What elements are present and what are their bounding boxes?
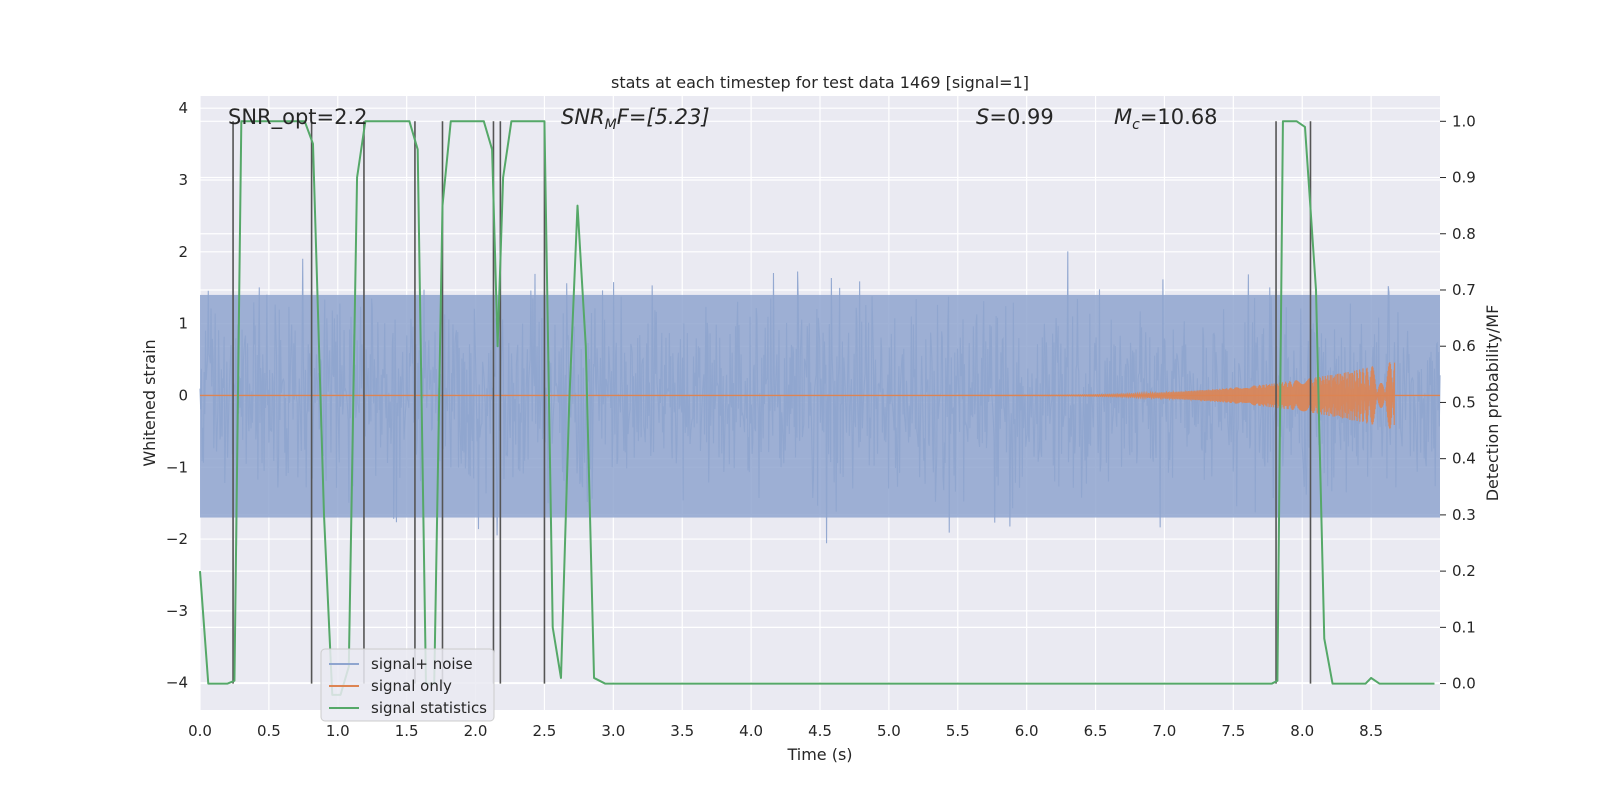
y-right-tick-label-0: 1.0 xyxy=(1452,112,1476,130)
x-axis-label: Time (s) xyxy=(786,745,852,764)
signal-only-series xyxy=(200,362,1440,429)
x-tick-label-12: 6.0 xyxy=(1015,722,1039,740)
x-tick-label-6: 3.0 xyxy=(601,722,625,740)
annotation-snr-mf-rest: F=[5.23] xyxy=(617,105,710,129)
y-axis-right-ticks: 1.0 0.9 0.8 0.7 0.6 0.5 0.4 0.3 0.2 0.1 0.0 xyxy=(1440,112,1476,693)
x-tick-label-8: 4.0 xyxy=(739,722,763,740)
x-tick-label-13: 6.5 xyxy=(1084,722,1108,740)
x-tick-label-14: 7.0 xyxy=(1153,722,1177,740)
y-right-tick-label-2: 0.8 xyxy=(1452,225,1476,243)
x-tick-label-16: 8.0 xyxy=(1290,722,1314,740)
x-tick-label-10: 5.0 xyxy=(877,722,901,740)
y-right-tick-label-10: 0.0 xyxy=(1452,675,1476,693)
legend-label-signal-only: signal only xyxy=(371,677,452,695)
signal-statistics-line xyxy=(199,120,1435,696)
y-left-tick-label-0: 4 xyxy=(178,99,188,117)
y-right-tick-label-1: 0.9 xyxy=(1452,169,1476,187)
annotation-snr-mf: SNRMF=[5.23] xyxy=(561,105,710,133)
x-tick-label-2: 1.0 xyxy=(326,722,350,740)
chart-title: stats at each timestep for test data 146… xyxy=(611,73,1029,92)
y-left-tick-label-3: 1 xyxy=(178,315,188,333)
annotation-s: S=0.99 xyxy=(976,105,1054,129)
signal-only-chirp xyxy=(957,362,1396,429)
annotation-mc-value: =10.68 xyxy=(1140,105,1218,129)
x-tick-label-7: 3.5 xyxy=(670,722,694,740)
y-left-tick-label-1: 3 xyxy=(178,171,188,189)
y-left-tick-label-6: −2 xyxy=(166,530,188,548)
x-tick-label-0: 0.0 xyxy=(188,722,212,740)
signal-statistics-series xyxy=(199,120,1435,696)
y-right-tick-label-5: 0.5 xyxy=(1452,393,1476,411)
y-left-tick-label-4: 0 xyxy=(178,386,188,404)
y-right-tick-label-8: 0.2 xyxy=(1452,562,1476,580)
x-tick-label-4: 2.0 xyxy=(464,722,488,740)
y-left-tick-label-8: −4 xyxy=(166,674,188,692)
y-right-tick-label-9: 0.1 xyxy=(1452,618,1476,636)
vertical-marker-lines xyxy=(232,121,1312,684)
legend-box xyxy=(320,648,495,722)
y-right-tick-label-3: 0.7 xyxy=(1452,281,1476,299)
annotation-mc-name: M xyxy=(1114,105,1132,129)
legend-label-signal-statistics: signal statistics xyxy=(371,699,487,717)
y-right-tick-label-4: 0.6 xyxy=(1452,337,1476,355)
annotation-snr-mf-subscript: M xyxy=(605,117,617,133)
x-tick-label-11: 5.5 xyxy=(946,722,970,740)
x-tick-label-5: 2.5 xyxy=(533,722,557,740)
annotation-mc-subscript: c xyxy=(1132,117,1140,133)
x-tick-label-3: 1.5 xyxy=(395,722,419,740)
y-left-tick-label-5: −1 xyxy=(166,458,188,476)
x-tick-label-9: 4.5 xyxy=(808,722,832,740)
y-axis-left-ticks: 4 3 2 1 0 −1 −2 −3 −4 xyxy=(166,99,188,692)
legend-label-signal-noise: signal+ noise xyxy=(371,655,473,673)
y-left-tick-label-7: −3 xyxy=(166,602,188,620)
annotation-snr-mf-name: SNR xyxy=(561,105,605,129)
annotation-snr-opt: SNR_opt=2.2 xyxy=(228,105,368,130)
annotation-s-name: S xyxy=(976,105,989,129)
y-right-tick-label-7: 0.3 xyxy=(1452,506,1476,524)
x-tick-label-1: 0.5 xyxy=(257,722,281,740)
x-axis-ticks: 0.0 0.5 1.0 1.5 2.0 2.5 3.0 3.5 4.0 4.5 5.0 5.5 6.0 6… xyxy=(188,722,1383,740)
signal-noise-line xyxy=(199,251,1441,546)
x-tick-label-17: 8.5 xyxy=(1359,722,1383,740)
y-right-tick-label-6: 0.4 xyxy=(1452,450,1476,468)
annotation-s-value: =0.99 xyxy=(989,105,1053,129)
legend: signal+ noise signal only signal statist… xyxy=(320,648,495,722)
y-axis-right-label: Detection probability/MF xyxy=(1483,305,1502,502)
signal-noise-series xyxy=(199,251,1441,546)
y-left-tick-label-2: 2 xyxy=(178,243,188,261)
annotation-mc: Mc=10.68 xyxy=(1114,105,1218,133)
y-axis-left-label: Whitened strain xyxy=(140,339,159,466)
x-tick-label-15: 7.5 xyxy=(1221,722,1245,740)
